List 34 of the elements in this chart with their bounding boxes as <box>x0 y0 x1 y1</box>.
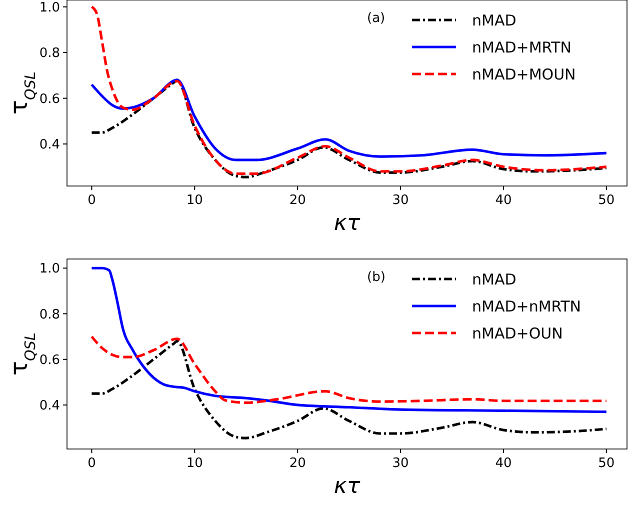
legend-label: nMAD <box>472 11 516 30</box>
x-tick-label: 30 <box>392 193 409 208</box>
x-axis-title: κτ <box>334 474 361 499</box>
x-tick-label: 0 <box>88 193 96 208</box>
y-tick-label: 0.4 <box>39 138 60 153</box>
x-tick-label: 0 <box>88 456 96 471</box>
line-series <box>90 266 608 414</box>
x-tick-label: 50 <box>598 456 615 471</box>
annotation: (a) <box>367 11 386 26</box>
annotation: (b) <box>367 270 386 285</box>
line-series <box>90 78 608 162</box>
legend-label: nMAD+MRTN <box>472 38 572 56</box>
legend-label: nMAD+OUN <box>472 324 563 342</box>
x-tick-label: 30 <box>392 456 409 471</box>
x-tick-label: 10 <box>186 193 203 208</box>
y-tick-label: 0.8 <box>39 307 60 322</box>
y-tick-label: 1.0 <box>39 0 60 16</box>
line-series <box>90 6 608 175</box>
x-tick-label: 40 <box>495 193 512 208</box>
x-tick-label: 40 <box>495 456 512 471</box>
legend-label: nMAD+nMRTN <box>472 297 581 316</box>
x-tick-label: 50 <box>598 193 615 208</box>
y-tick-label: 1.0 <box>39 262 60 277</box>
x-tick-label: 10 <box>186 456 203 471</box>
y-tick-label: 0.4 <box>39 398 60 414</box>
y-tick-label: 0.8 <box>39 46 60 62</box>
legend-label: nMAD <box>472 270 516 288</box>
x-axis-title: κτ <box>334 211 361 236</box>
x-tick-label: 20 <box>289 456 306 471</box>
line-series <box>90 340 608 440</box>
y-tick-label: 0.6 <box>39 92 60 107</box>
x-tick-label: 20 <box>289 193 306 208</box>
y-tick-label: 0.6 <box>39 352 60 368</box>
legend-label: nMAD+MOUN <box>472 65 576 84</box>
